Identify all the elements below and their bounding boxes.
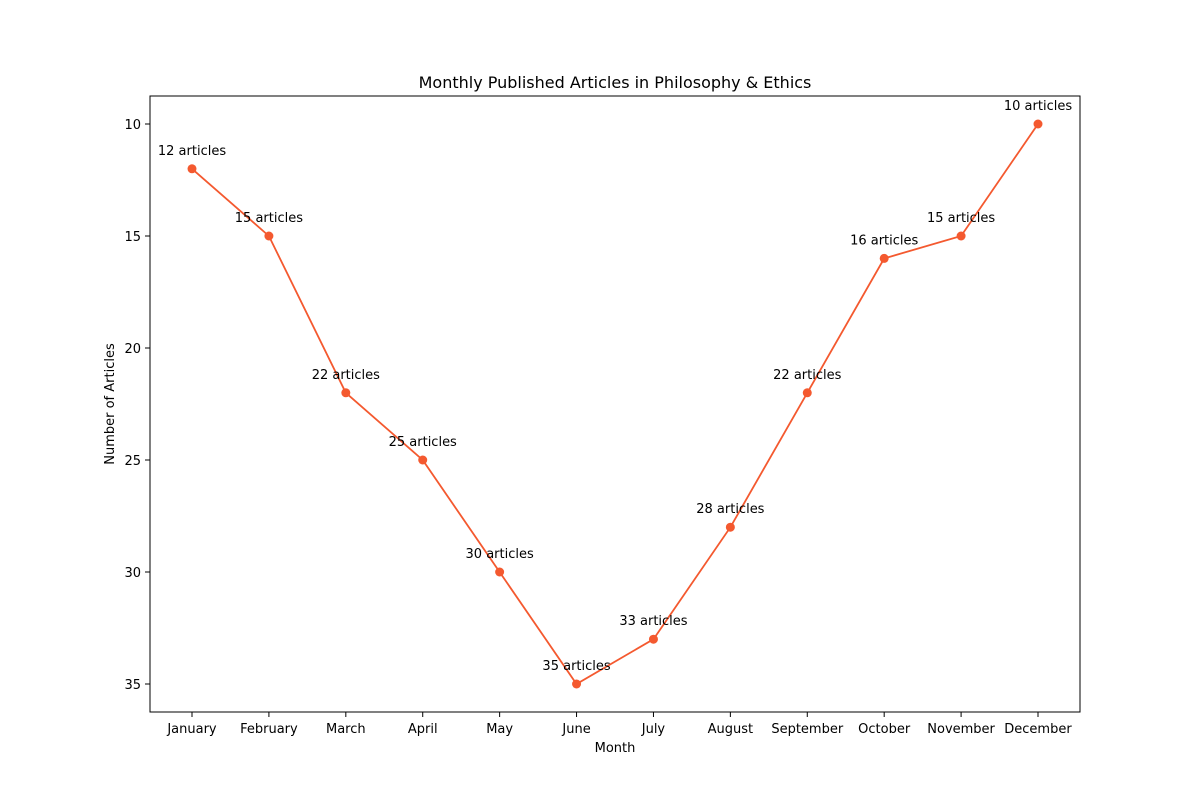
- data-label: 15 articles: [927, 211, 995, 226]
- data-label: 15 articles: [235, 211, 303, 226]
- y-axis: 10 15 20 25 30 35: [124, 118, 150, 693]
- data-label: 25 articles: [389, 435, 457, 450]
- x-tick-label: March: [326, 722, 366, 737]
- plot-area-frame: [149, 95, 1081, 713]
- x-tick-label: November: [927, 722, 995, 737]
- data-point: [495, 567, 505, 577]
- data-point: [1033, 119, 1043, 129]
- x-tick-label: June: [561, 722, 590, 737]
- y-tick-label: 15: [124, 230, 141, 245]
- series-layer: 12 articles 15 articles 22 articles 25 arti…: [158, 99, 1072, 689]
- data-label: 22 articles: [312, 368, 380, 383]
- data-label: 30 articles: [466, 547, 534, 562]
- chart-title: Monthly Published Articles in Philosophy…: [419, 73, 812, 92]
- x-axis: January February March April May June July Augu…: [166, 712, 1072, 737]
- data-label: 10 articles: [1004, 99, 1072, 114]
- data-label: 33 articles: [619, 614, 687, 629]
- y-tick-label: 25: [124, 454, 141, 469]
- y-tick-label: 35: [124, 678, 141, 693]
- data-point: [572, 679, 582, 689]
- y-tick-label: 10: [124, 118, 141, 133]
- data-point: [802, 388, 812, 398]
- y-tick-label: 30: [124, 566, 141, 581]
- data-point: [956, 231, 966, 241]
- x-tick-label: July: [641, 722, 666, 737]
- data-label: 22 articles: [773, 368, 841, 383]
- x-tick-label: December: [1004, 722, 1072, 737]
- data-label: 28 articles: [696, 502, 764, 517]
- x-tick-label: February: [240, 722, 298, 737]
- y-tick-label: 20: [124, 342, 141, 357]
- x-tick-label: January: [166, 722, 217, 737]
- data-point: [725, 522, 735, 532]
- x-tick-label: October: [858, 722, 911, 737]
- series-line: [191, 123, 1039, 686]
- data-label: 12 articles: [158, 144, 226, 159]
- x-axis-label: Month: [595, 741, 636, 756]
- y-axis-label: Number of Articles: [103, 343, 118, 465]
- data-point: [341, 388, 351, 398]
- data-point: [648, 634, 658, 644]
- data-point: [418, 455, 428, 465]
- x-tick-label: April: [408, 722, 438, 737]
- data-point: [187, 164, 197, 174]
- x-tick-label: August: [708, 722, 754, 737]
- data-label: 16 articles: [850, 233, 918, 248]
- x-tick-label: May: [486, 722, 513, 737]
- data-label: 35 articles: [542, 659, 610, 674]
- data-point: [879, 253, 889, 263]
- x-tick-label: September: [771, 722, 844, 737]
- data-point: [264, 231, 274, 241]
